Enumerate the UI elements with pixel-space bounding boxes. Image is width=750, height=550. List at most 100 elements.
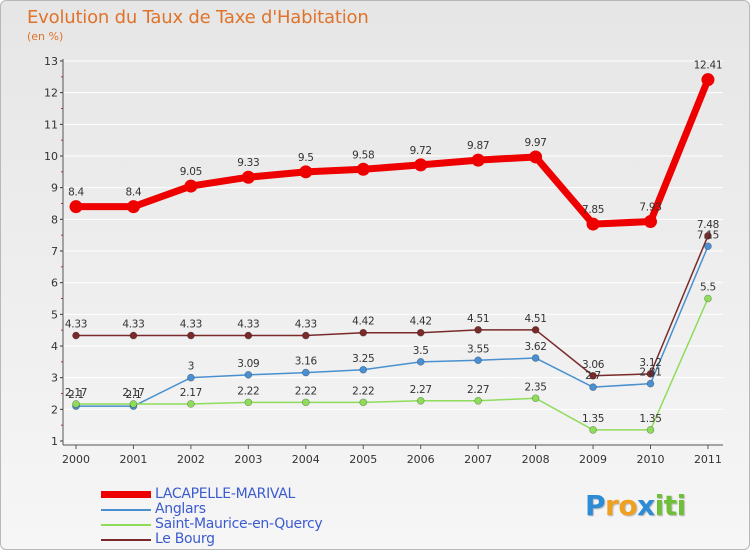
data-point: [356, 162, 370, 176]
data-label: 4.42: [410, 316, 432, 328]
data-point: [474, 396, 482, 405]
chart-title: Evolution du Taux de Taxe d'Habitation: [27, 7, 369, 28]
data-point: [586, 217, 600, 231]
data-label: 2.7: [585, 370, 601, 382]
data-label: 3: [188, 361, 194, 373]
data-point: [72, 331, 80, 340]
series-line: [75, 235, 709, 377]
data-label: 7.85: [582, 204, 604, 216]
series-line: [75, 245, 709, 407]
data-point: [531, 354, 540, 362]
legend-label: Anglars: [155, 501, 206, 517]
y-tick-label: 6: [51, 277, 58, 290]
data-label: 4.33: [122, 319, 144, 331]
data-point: [359, 398, 368, 407]
data-label: 7.93: [639, 202, 661, 214]
data-point: [299, 165, 313, 179]
data-label: 9.5: [298, 152, 314, 164]
data-point: [471, 153, 485, 167]
x-tick-label: 2011: [694, 453, 722, 466]
x-tick-label: 2002: [177, 453, 205, 466]
data-label: 4.33: [295, 319, 317, 331]
proxiti-logo: Proxiti: [585, 489, 686, 522]
data-label: 7.15: [697, 229, 719, 241]
data-label: 9.33: [237, 157, 259, 169]
data-point: [69, 200, 83, 214]
data-label: 9.97: [525, 137, 547, 149]
data-point: [701, 73, 715, 87]
logo-letter: P: [585, 489, 606, 522]
data-point: [301, 398, 310, 407]
y-tick-label: 10: [44, 150, 58, 163]
data-point: [589, 371, 597, 380]
series-layer: [69, 73, 715, 434]
logo-letter: x: [637, 489, 655, 522]
y-tick-label: 2: [51, 403, 58, 416]
x-tick-label: 2010: [637, 453, 665, 466]
legend-label: Saint-Maurice-en-Quercy: [155, 516, 323, 532]
data-point: [244, 371, 253, 379]
x-tick-label: 2008: [522, 453, 550, 466]
series-line: [72, 76, 712, 228]
data-point: [589, 426, 597, 434]
data-point: [187, 373, 195, 382]
data-label: 2.17: [65, 387, 87, 399]
data-point: [301, 331, 310, 340]
legend-swatch: [101, 524, 151, 526]
data-point: [646, 370, 655, 378]
data-label: 3.16: [295, 356, 318, 368]
data-label: 2.22: [237, 385, 259, 397]
legend-swatch: [101, 509, 151, 511]
data-point: [359, 328, 368, 337]
x-tick-label: 2009: [579, 453, 607, 466]
data-point: [531, 326, 540, 334]
grid: [63, 60, 723, 442]
data-label: 12.41: [694, 60, 723, 72]
data-label: 9.05: [180, 166, 202, 178]
data-label: 7.48: [697, 219, 719, 231]
unit-label: (en %): [27, 30, 64, 43]
data-label: 2.81: [639, 367, 661, 379]
data-label: 3.62: [525, 341, 547, 353]
data-label: 3.55: [467, 343, 489, 355]
data-point: [704, 294, 712, 303]
data-label: 1.35: [639, 413, 661, 425]
data-label: 4.42: [352, 316, 374, 328]
data-label: 3.09: [237, 358, 259, 370]
data-label: 9.58: [352, 149, 374, 161]
data-label: 9.87: [467, 140, 489, 152]
x-tick-label: 2000: [62, 453, 90, 466]
data-point: [359, 365, 368, 374]
data-point: [416, 358, 425, 366]
data-point: [187, 331, 195, 340]
data-label: 2.35: [525, 381, 547, 393]
data-label: 9.72: [410, 145, 432, 157]
data-label: 3.5: [413, 345, 429, 357]
y-tick-label: 4: [51, 340, 58, 353]
data-label: 4.51: [467, 313, 489, 325]
data-label: 2.22: [352, 385, 374, 397]
data-point: [414, 158, 428, 172]
y-tick-label: 9: [51, 182, 58, 195]
data-point: [474, 356, 482, 365]
data-label: 2.22: [295, 385, 317, 397]
data-point: [244, 398, 253, 407]
data-label: 2.27: [467, 384, 489, 396]
data-label: 8.4: [68, 187, 84, 199]
y-tick-label: 8: [51, 213, 58, 226]
data-point: [301, 368, 310, 377]
legend-swatch: [101, 539, 151, 541]
data-point: [529, 150, 543, 164]
series-lacapelle-marival: [69, 73, 715, 231]
data-label: 4.33: [65, 319, 87, 331]
series-anglars: [72, 242, 712, 410]
logo-letter: t: [663, 489, 677, 522]
data-label: 1.35: [582, 413, 604, 425]
x-tick-label: 2003: [234, 453, 262, 466]
x-tick-label: 2007: [464, 453, 492, 466]
x-tick-label: 2006: [407, 453, 435, 466]
data-labels: 8.4 8.4 9.05 9.33 9.5 9.58 9.72 9.87 9.97 7.85 7.9…: [65, 60, 723, 425]
legend-label: Le Bourg: [155, 531, 215, 547]
